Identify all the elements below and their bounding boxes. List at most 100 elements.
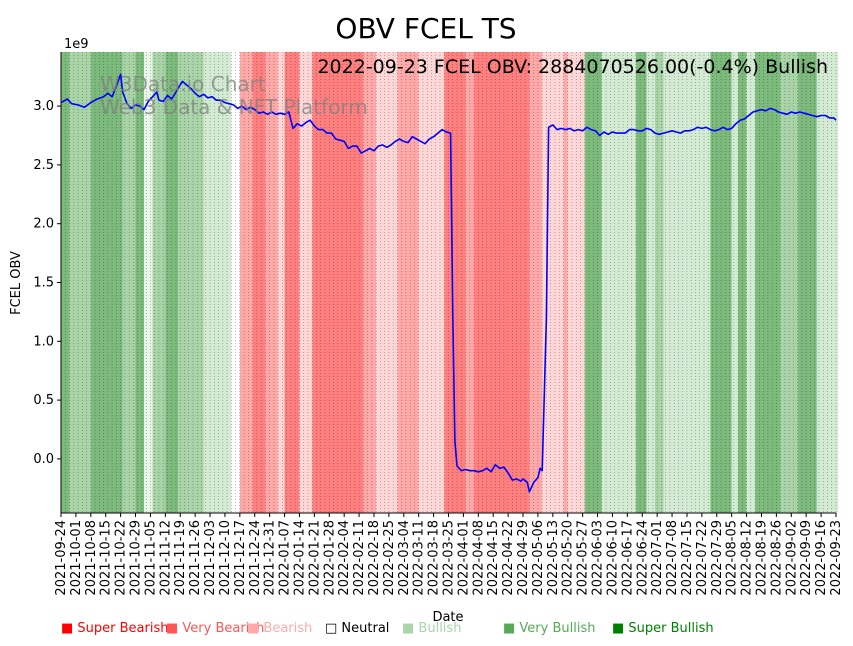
x-tick-label: 2021-10-08 [84, 520, 99, 596]
y-tick-label: 2.5 [33, 158, 54, 173]
watermark-line-2: Web3 Data & NFT Platform [100, 95, 368, 119]
chart-title: OBV FCEL TS [335, 12, 516, 45]
x-tick-label: 2022-05-13 [546, 520, 561, 596]
x-axis-label: Date [432, 610, 463, 625]
sentiment-band [646, 52, 656, 513]
x-tick-label: 2022-03-11 [412, 520, 427, 596]
sentiment-band [152, 52, 166, 513]
legend-bullish-label: Bullish [418, 621, 462, 636]
sentiment-band [444, 52, 466, 513]
x-tick-label: 2022-07-15 [680, 520, 695, 596]
sentiment-band [69, 52, 91, 513]
sentiment-band [203, 52, 232, 513]
sentiment-band [542, 52, 564, 513]
x-tick-label: 2021-09-24 [54, 520, 69, 596]
x-tick-label: 2021-11-05 [143, 520, 158, 596]
sentiment-band [178, 52, 191, 513]
series-layer [60, 73, 837, 493]
sentiment-bands [61, 52, 839, 513]
watermark-line-1: W3Data.io Chart [100, 72, 266, 96]
x-tick-label: 2022-02-18 [367, 520, 382, 596]
sentiment-band [529, 52, 543, 513]
sentiment-band [663, 52, 675, 513]
legend-very-bearish-label: Very Bearish [182, 621, 265, 636]
y-tick-label: 1.5 [33, 276, 54, 291]
y-tick-label: 0.0 [33, 452, 54, 467]
sentiment-band [122, 52, 136, 513]
sentiment-band [284, 52, 300, 513]
legend-super-bullish-label: Super Bullish [628, 621, 714, 636]
sentiment-band [397, 52, 419, 513]
x-tick-label: 2021-10-22 [114, 520, 129, 596]
legend-super-bullish: ■ Super Bullish [612, 621, 714, 636]
x-tick-label: 2021-12-24 [248, 520, 263, 596]
x-tick-label: 2022-02-25 [382, 520, 397, 596]
sentiment-band [731, 52, 739, 513]
sentiment-band [239, 52, 253, 513]
legend-very-bullish: ■ Very Bullish [503, 621, 596, 636]
sentiment-band [584, 52, 602, 513]
sentiment-band [363, 52, 377, 513]
x-tick-label: 2022-09-02 [784, 520, 799, 596]
y-tick-label: 0.5 [33, 393, 54, 408]
sentiment-band [61, 52, 70, 513]
x-tick-label: 2022-08-26 [769, 520, 784, 596]
y-tick-label: 1.0 [33, 334, 54, 349]
x-tick-label: 2022-02-04 [337, 520, 352, 596]
sentiment-band [567, 52, 585, 513]
x-tick-label: 2021-11-12 [158, 520, 173, 596]
x-tick-label: 2022-05-06 [531, 520, 546, 596]
x-tick-label: 2022-04-15 [486, 520, 501, 596]
x-tick-label: 2022-01-07 [278, 520, 293, 596]
x-tick-label: 2022-03-18 [427, 520, 442, 596]
sentiment-band [689, 52, 711, 513]
sentiment-band [474, 52, 509, 513]
x-tick-label: 2021-11-19 [173, 520, 188, 596]
x-tick-label: 2021-10-01 [69, 520, 84, 596]
sentiment-band [780, 52, 798, 513]
sentiment-band [635, 52, 647, 513]
y-axis-label: FCEL OBV [9, 251, 24, 315]
sentiment-band [278, 52, 285, 513]
x-tick-label: 2022-07-22 [695, 520, 710, 596]
x-tick-label: 2021-10-29 [129, 520, 144, 596]
sentiment-band [746, 52, 756, 513]
legend-super-bearish: ■ Super Bearish [61, 621, 169, 636]
legend-very-bullish-label: Very Bullish [519, 621, 596, 636]
sentiment-band [738, 52, 747, 513]
sentiment-band [190, 52, 204, 513]
sentiment-band [620, 52, 636, 513]
x-tick-label: 2022-09-23 [829, 520, 844, 596]
sentiment-band [90, 52, 123, 513]
sentiment-band [144, 52, 153, 513]
sentiment-band [674, 52, 690, 513]
y-tick-label: 2.0 [33, 217, 54, 232]
x-tick-label: 2022-04-29 [516, 520, 531, 596]
sentiment-band [265, 52, 279, 513]
legend-very-bearish: ■ Very Bearish [166, 621, 265, 636]
sentiment-band [797, 52, 817, 513]
x-tick-label: 2022-03-04 [397, 520, 412, 596]
x-tick-label: 2022-06-10 [605, 520, 620, 596]
x-tick-label: 2021-12-10 [218, 520, 233, 596]
sentiment-band [135, 52, 145, 513]
x-tick-label: 2021-12-03 [203, 520, 218, 596]
legend-neutral: □ Neutral [325, 621, 390, 636]
x-tick-label: 2022-05-27 [576, 520, 591, 596]
legend-super-bearish-label: Super Bearish [77, 621, 169, 636]
x-tick-label: 2022-04-01 [456, 520, 471, 596]
sentiment-band [563, 52, 568, 513]
sentiment-band [252, 52, 266, 513]
x-tick-label: 2021-12-17 [233, 520, 248, 596]
x-tick-label: 2022-07-08 [665, 520, 680, 596]
x-tick-label: 2022-08-12 [740, 520, 755, 596]
x-tick-label: 2022-06-24 [635, 520, 650, 596]
obv-series-line [60, 73, 837, 493]
x-tick-label: 2022-04-22 [501, 520, 516, 596]
legend-bearish-label: Bearish [263, 621, 313, 636]
sentiment-band [655, 52, 664, 513]
x-tick-label: 2021-12-31 [263, 520, 278, 596]
legend-neutral-label: Neutral [341, 621, 390, 636]
